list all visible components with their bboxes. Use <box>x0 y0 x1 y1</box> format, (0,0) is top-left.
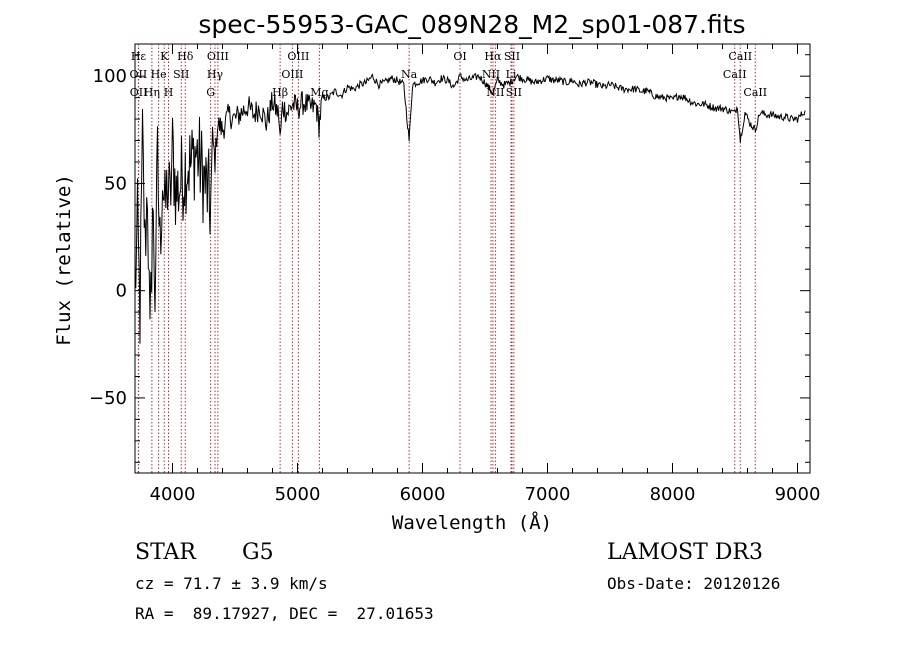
spectral-line-label: OI <box>453 50 466 63</box>
redshift-value: cz = 71.7 ± 3.9 km/s <box>135 574 328 593</box>
x-tick-label: 8000 <box>650 484 696 505</box>
spectral-line-label: OIII <box>281 68 303 81</box>
flux-series <box>134 73 806 344</box>
y-tick-label: 0 <box>116 281 127 302</box>
spectral-line-label: He <box>151 68 167 81</box>
spectral-line-label: Hε <box>131 50 147 63</box>
spectral-line-label: G <box>206 86 215 99</box>
spectral-line-markers <box>137 44 756 473</box>
object-class: STAR <box>135 540 196 565</box>
survey-name: LAMOST DR3 <box>607 540 763 565</box>
flux-line <box>134 73 806 344</box>
spectral-line-label: NII <box>486 86 504 99</box>
spectral-line-label: SII <box>173 68 189 81</box>
y-axis-ticks: −50 0 50 100 <box>89 54 810 463</box>
spectral-line-label: OIII <box>207 50 229 63</box>
observation-date: Obs-Date: 20120126 <box>607 574 781 593</box>
spectral-line-label: CaII <box>743 86 767 99</box>
spectral-line-label: OIII <box>287 50 309 63</box>
spectral-line-label: Hβ <box>272 86 288 99</box>
coordinates: RA = 89.17927, DEC = 27.01653 <box>135 604 434 623</box>
spectral-line-label: SII <box>506 86 522 99</box>
x-axis-label: Wavelength (Å) <box>392 511 552 534</box>
spectral-line-label: Na <box>401 68 418 81</box>
spectral-line-label: CaII <box>723 68 747 81</box>
x-tick-label: 4000 <box>150 484 196 505</box>
spectral-line-label: SII <box>504 50 520 63</box>
spectral-line-label: OII <box>130 86 148 99</box>
spectral-line-label: Mg <box>310 86 328 99</box>
spectral-line-label: CaII <box>728 50 752 63</box>
y-axis-label: Flux (relative) <box>53 174 75 346</box>
x-axis-ticks: 4000 5000 6000 7000 8000 9000 <box>150 44 821 505</box>
x-tick-label: 5000 <box>275 484 321 505</box>
spectral-line-label: OII <box>130 68 148 81</box>
x-tick-label: 7000 <box>525 484 571 505</box>
spectral-line-label: Li <box>506 68 517 81</box>
x-tick-label: 9000 <box>775 484 821 505</box>
spectral-line-label: Hδ <box>177 50 194 63</box>
spectral-line-label: NII <box>482 68 500 81</box>
spectral-line-label: Hη <box>144 86 160 99</box>
spectral-line-label: H <box>164 86 174 99</box>
spectral-line-label: Hα <box>484 50 502 63</box>
x-tick-label: 6000 <box>400 484 446 505</box>
y-tick-label: −50 <box>89 388 127 409</box>
y-tick-label: 100 <box>93 66 127 87</box>
object-subclass: G5 <box>242 540 274 565</box>
chart-title: spec-55953-GAC_089N28_M2_sp01-087.fits <box>198 10 745 39</box>
spectral-line-label: Hγ <box>207 68 224 81</box>
spectral-line-label: K <box>160 50 169 63</box>
y-tick-label: 50 <box>104 173 127 194</box>
